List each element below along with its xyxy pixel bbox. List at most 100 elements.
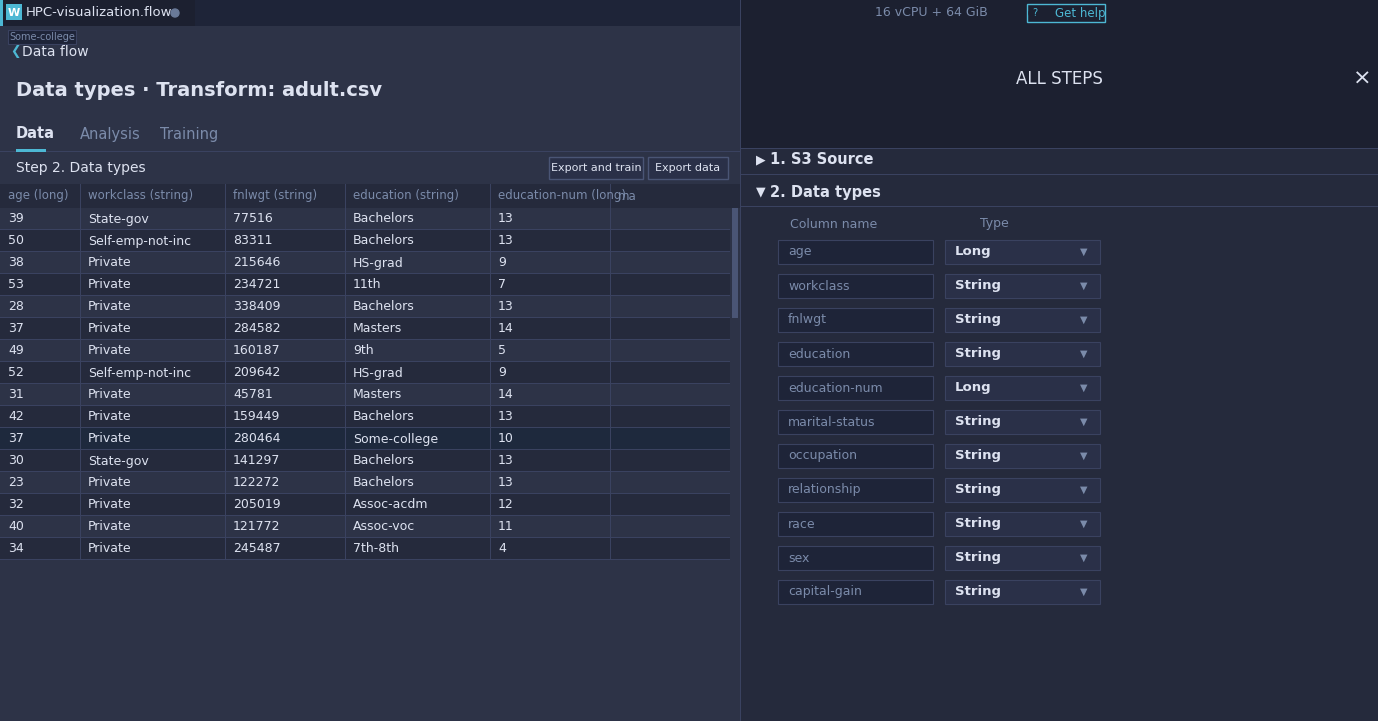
Bar <box>779 410 933 434</box>
Text: 121772: 121772 <box>233 521 281 534</box>
Text: Export data: Export data <box>656 163 721 173</box>
Text: ▼: ▼ <box>1080 349 1087 359</box>
Text: Data types · Transform: adult.csv: Data types · Transform: adult.csv <box>17 81 382 100</box>
Text: 14: 14 <box>497 389 514 402</box>
Text: Long: Long <box>955 381 992 394</box>
Text: ▼: ▼ <box>1080 315 1087 325</box>
Bar <box>0 184 740 208</box>
Text: 280464: 280464 <box>233 433 281 446</box>
Bar <box>0 384 730 406</box>
Text: Private: Private <box>88 257 132 270</box>
Text: 2. Data types: 2. Data types <box>770 185 881 200</box>
Text: Private: Private <box>88 410 132 423</box>
Bar <box>0 152 740 184</box>
Text: Data flow: Data flow <box>22 45 88 59</box>
Bar <box>0 362 730 384</box>
Text: Private: Private <box>88 477 132 490</box>
Text: ?: ? <box>1032 8 1038 18</box>
Bar <box>0 296 730 318</box>
Text: HS-grad: HS-grad <box>353 366 404 379</box>
Text: String: String <box>955 552 1000 565</box>
Text: 50: 50 <box>8 234 23 247</box>
Text: race: race <box>788 518 816 531</box>
Text: 338409: 338409 <box>233 301 281 314</box>
Bar <box>0 339 730 340</box>
Text: Bachelors: Bachelors <box>353 234 415 247</box>
Bar <box>0 472 730 494</box>
Bar <box>0 537 730 538</box>
Text: 38: 38 <box>8 257 23 270</box>
Bar <box>779 580 933 604</box>
Text: education-num (long): education-num (long) <box>497 190 626 203</box>
Bar <box>0 494 730 516</box>
Text: 159449: 159449 <box>233 410 280 423</box>
Text: 245487: 245487 <box>233 542 281 555</box>
Text: education: education <box>788 348 850 360</box>
Bar <box>945 444 1100 468</box>
Text: ▼: ▼ <box>1080 587 1087 597</box>
Text: 160187: 160187 <box>233 345 281 358</box>
Bar <box>779 546 933 570</box>
Text: String: String <box>955 449 1000 462</box>
Bar <box>779 478 933 502</box>
Bar <box>945 512 1100 536</box>
Bar <box>0 0 1378 26</box>
Text: Training: Training <box>160 126 218 141</box>
Bar <box>779 274 933 298</box>
Text: ALL STEPS: ALL STEPS <box>1016 70 1102 88</box>
Text: 13: 13 <box>497 234 514 247</box>
Text: 23: 23 <box>8 477 23 490</box>
Text: Data: Data <box>17 126 55 141</box>
Text: 141297: 141297 <box>233 454 280 467</box>
Bar <box>8 30 76 44</box>
Text: Private: Private <box>88 433 132 446</box>
Text: occupation: occupation <box>788 449 857 462</box>
Text: 53: 53 <box>8 278 23 291</box>
Bar <box>0 274 730 296</box>
Text: ma: ma <box>617 190 637 203</box>
Text: 11: 11 <box>497 521 514 534</box>
Circle shape <box>1029 7 1040 19</box>
Text: 28: 28 <box>8 301 23 314</box>
Text: age (long): age (long) <box>8 190 69 203</box>
Text: 13: 13 <box>497 454 514 467</box>
Bar <box>0 208 730 230</box>
Text: 42: 42 <box>8 410 23 423</box>
Text: 209642: 209642 <box>233 366 280 379</box>
Text: education (string): education (string) <box>353 190 459 203</box>
Bar <box>0 252 730 274</box>
Bar <box>0 427 730 428</box>
Text: 77516: 77516 <box>233 213 273 226</box>
Text: Private: Private <box>88 521 132 534</box>
Text: marital-status: marital-status <box>788 415 875 428</box>
Bar <box>945 410 1100 434</box>
Text: 4: 4 <box>497 542 506 555</box>
Bar <box>17 149 45 152</box>
Bar <box>945 546 1100 570</box>
Bar <box>0 538 730 560</box>
Bar <box>0 383 730 384</box>
Bar <box>740 206 1378 207</box>
Bar <box>945 376 1100 400</box>
Text: 83311: 83311 <box>233 234 273 247</box>
Text: Bachelors: Bachelors <box>353 213 415 226</box>
Text: 14: 14 <box>497 322 514 335</box>
Text: ▼: ▼ <box>1080 383 1087 393</box>
Text: String: String <box>955 280 1000 293</box>
Text: 9: 9 <box>497 366 506 379</box>
Text: ▼: ▼ <box>757 185 766 198</box>
Text: 13: 13 <box>497 301 514 314</box>
Text: String: String <box>955 314 1000 327</box>
Bar <box>740 0 1378 721</box>
Bar <box>945 274 1100 298</box>
Text: Self-emp-not-inc: Self-emp-not-inc <box>88 234 192 247</box>
Bar <box>945 240 1100 264</box>
Text: Column name: Column name <box>790 218 878 231</box>
Bar <box>0 251 730 252</box>
Text: 7th-8th: 7th-8th <box>353 542 400 555</box>
Bar <box>0 26 740 721</box>
Text: String: String <box>955 484 1000 497</box>
Text: 5: 5 <box>497 345 506 358</box>
Text: sex: sex <box>788 552 809 565</box>
Text: String: String <box>955 415 1000 428</box>
